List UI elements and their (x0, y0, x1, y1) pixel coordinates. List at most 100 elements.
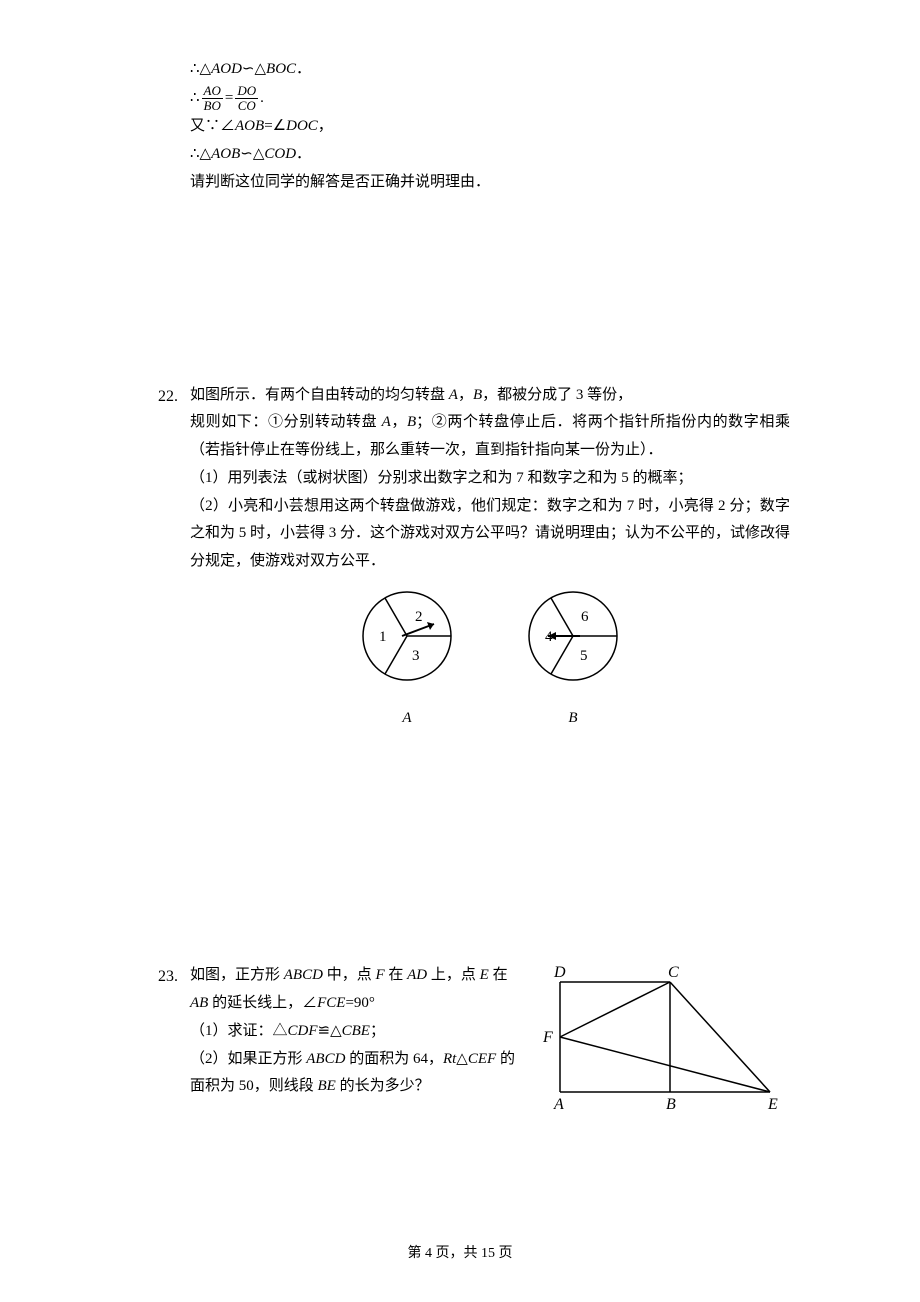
page-footer: 第 4 页，共 15 页 (0, 1241, 920, 1267)
text: ； (370, 1023, 385, 1039)
text: ， (458, 387, 473, 403)
text: E (480, 967, 489, 983)
text: （1）求证：△ (190, 1023, 288, 1039)
spinner-a: 2 1 3 A (352, 588, 462, 733)
text: ∽△ (242, 61, 266, 77)
q23-number: 23. (158, 962, 190, 992)
q23-s2: （2）如果正方形 ABCD 的面积为 64，Rt△CEF 的面积为 50，则线段… (190, 1046, 518, 1102)
q22-number: 22. (158, 382, 190, 412)
text: ABCD (284, 967, 323, 983)
label-B: B (666, 1096, 676, 1112)
spinner-b-svg: 6 4 5 (518, 588, 628, 688)
fraction: DOCO (235, 84, 258, 114)
q21-line3: 又∵∠AOB=∠DOC， (190, 113, 790, 141)
text: DOC (286, 118, 318, 134)
denominator: BO (202, 99, 223, 113)
text: . (260, 90, 264, 106)
label-A: A (553, 1096, 564, 1112)
spinner-num: 5 (580, 648, 588, 664)
text: FCE (317, 995, 345, 1011)
text: BE (318, 1078, 336, 1094)
q21-continuation: ∴△AOD∽△BOC． ∴AOBO=DOCO. 又∵∠AOB=∠DOC， ∴△A… (190, 56, 790, 197)
text: 的面积为 64， (345, 1051, 443, 1067)
denominator: CO (235, 99, 258, 113)
text: AB (190, 995, 208, 1011)
text: ． (296, 61, 311, 77)
text: ∴ (190, 90, 200, 106)
footer-text: 第 (408, 1246, 426, 1261)
text: △ (456, 1051, 468, 1067)
q22-s2: （2）小亮和小芸想用这两个转盘做游戏，他们规定：数字之和为 7 时，小亮得 2 … (190, 493, 790, 576)
spinner-num: 6 (581, 609, 589, 625)
numerator: DO (235, 84, 258, 99)
text: A (449, 387, 458, 403)
spinner-num: 2 (415, 609, 423, 625)
q23-s1: （1）求证：△CDF≌△CBE； (190, 1018, 518, 1046)
q22-p2: 规则如下：①分别转动转盘 A，B；②两个转盘停止后．将两个指针所指份内的数字相乘… (190, 409, 790, 465)
text: AOB (235, 118, 264, 134)
text: AOB (211, 146, 240, 162)
spinner-num: 3 (412, 648, 420, 664)
spacer (190, 197, 790, 382)
label-C: C (668, 964, 679, 981)
q22-s1: （1）用列表法（或树状图）分别求出数字之和为 7 和数字之和为 5 的概率； (190, 465, 790, 493)
text: 如图，正方形 (190, 967, 284, 983)
text: COD (264, 146, 296, 162)
text: BOC (266, 61, 296, 77)
equals: = (225, 90, 233, 106)
text: 规则如下：①分别转动转盘 (190, 414, 382, 430)
q21-line2: ∴AOBO=DOCO. (190, 84, 790, 114)
text: ∴△ (190, 146, 211, 162)
q22: 22. 如图所示．有两个自由转动的均匀转盘 A，B，都被分成了 3 等份， 规则… (158, 382, 790, 733)
text: ，都被分成了 3 等份， (482, 387, 632, 403)
text: （2）如果正方形 (190, 1051, 306, 1067)
text: ． (296, 146, 311, 162)
text: CBE (342, 1023, 370, 1039)
text: 在 (489, 967, 508, 983)
q23-svg: D C F A B E (540, 962, 790, 1112)
spinner-b: 6 4 5 B (518, 588, 628, 733)
q23-figure: D C F A B E (540, 962, 790, 1123)
text: 在 (385, 967, 408, 983)
spinner-b-label: B (518, 705, 628, 733)
text: F (375, 967, 384, 983)
text: 上，点 (427, 967, 480, 983)
text: ∽△ (240, 146, 264, 162)
q23-text: 如图，正方形 ABCD 中，点 F 在 AD 上，点 E 在 AB 的延长线上，… (190, 962, 518, 1101)
q23: 23. 如图，正方形 ABCD 中，点 F 在 AD 上，点 E 在 AB 的延… (158, 962, 790, 1123)
text: ， (318, 118, 333, 134)
text: ≌△ (318, 1023, 342, 1039)
spinner-row: 2 1 3 A 6 4 (190, 588, 790, 733)
spinner-a-svg: 2 1 3 (352, 588, 462, 688)
text: B (407, 414, 416, 430)
page: ∴△AOD∽△BOC． ∴AOBO=DOCO. 又∵∠AOB=∠DOC， ∴△A… (0, 0, 920, 1302)
text: 的延长线上，∠ (208, 995, 317, 1011)
footer-text: 页 (495, 1246, 513, 1261)
text: AD (407, 967, 427, 983)
q23-body: 如图，正方形 ABCD 中，点 F 在 AD 上，点 E 在 AB 的延长线上，… (190, 962, 790, 1123)
q21-line1: ∴△AOD∽△BOC． (190, 56, 790, 84)
text: 如图所示．有两个自由转动的均匀转盘 (190, 387, 449, 403)
fraction: AOBO (202, 84, 223, 114)
text: ABCD (306, 1051, 345, 1067)
text: ， (391, 414, 407, 430)
footer-text: 页，共 (432, 1246, 481, 1261)
spinner-a-label: A (352, 705, 462, 733)
text: 又∵∠ (190, 118, 235, 134)
text: 的长为多少？ (336, 1078, 430, 1094)
label-D: D (553, 964, 566, 981)
spacer (190, 732, 790, 962)
label-F: F (542, 1029, 553, 1046)
footer-page-current: 4 (425, 1246, 432, 1261)
text: 中，点 (323, 967, 376, 983)
text: =90° (345, 995, 374, 1011)
q23-p1: 如图，正方形 ABCD 中，点 F 在 AD 上，点 E 在 AB 的延长线上，… (190, 962, 518, 1018)
q21-line5: 请判断这位同学的解答是否正确并说明理由． (190, 169, 790, 197)
q22-p1: 如图所示．有两个自由转动的均匀转盘 A，B，都被分成了 3 等份， (190, 382, 790, 410)
spinner-num: 1 (379, 629, 387, 645)
text: Rt (443, 1051, 456, 1067)
q22-body: 如图所示．有两个自由转动的均匀转盘 A，B，都被分成了 3 等份， 规则如下：①… (190, 382, 790, 733)
footer-page-total: 15 (481, 1246, 495, 1261)
text: AOD (211, 61, 242, 77)
label-E: E (767, 1096, 778, 1112)
